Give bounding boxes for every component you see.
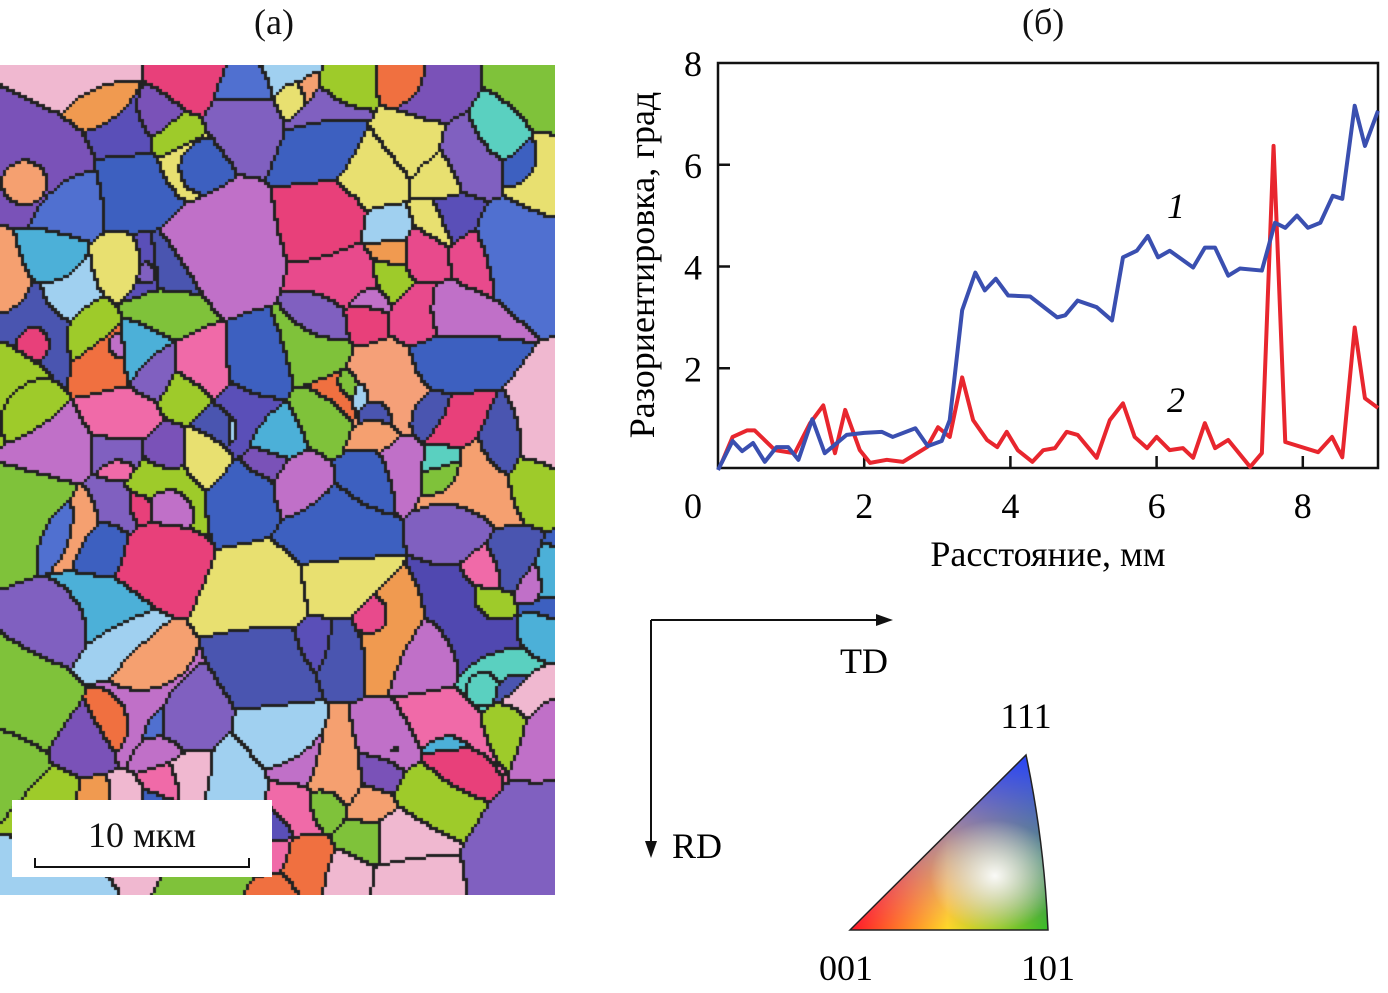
arrow-right-icon: [876, 614, 893, 626]
scale-bar-label: 10 мкм: [87, 815, 197, 855]
arrow-down-icon: [645, 841, 657, 858]
ipf-111-label: 111: [1000, 696, 1051, 736]
x-tick-label: 6: [1148, 486, 1166, 526]
y-tick-label: 4: [684, 248, 702, 288]
ebsd-orientation-map: [0, 65, 555, 895]
y-tick-label: 6: [684, 146, 702, 186]
y-tick-label: 2: [684, 349, 702, 389]
rd-label: RD: [672, 826, 722, 866]
ipf-001-label: 001: [819, 948, 873, 988]
series-label-2: 2: [1167, 380, 1185, 420]
panel-b-label: (б): [1022, 2, 1065, 42]
x-tick-label: 0: [684, 486, 702, 526]
direction-axes: TD RD: [645, 614, 893, 866]
y-tick-label: 8: [684, 44, 702, 84]
series-label-1: 1: [1167, 186, 1185, 226]
x-tick-label: 8: [1294, 486, 1312, 526]
td-label: TD: [840, 641, 888, 681]
scale-bar-line: [34, 858, 250, 868]
x-tick-label: 4: [1001, 486, 1019, 526]
series-line-1: [716, 103, 1380, 471]
series-line-2: [719, 143, 1380, 469]
x-tick-label: 2: [855, 486, 873, 526]
panel-a-label: (a): [254, 2, 294, 42]
ipf-101-label: 101: [1021, 948, 1075, 988]
y-axis-label: Разориентировка, град: [622, 92, 662, 439]
x-axis-label: Расстояние, мм: [930, 534, 1165, 574]
scale-bar: 10 мкм: [12, 800, 272, 877]
